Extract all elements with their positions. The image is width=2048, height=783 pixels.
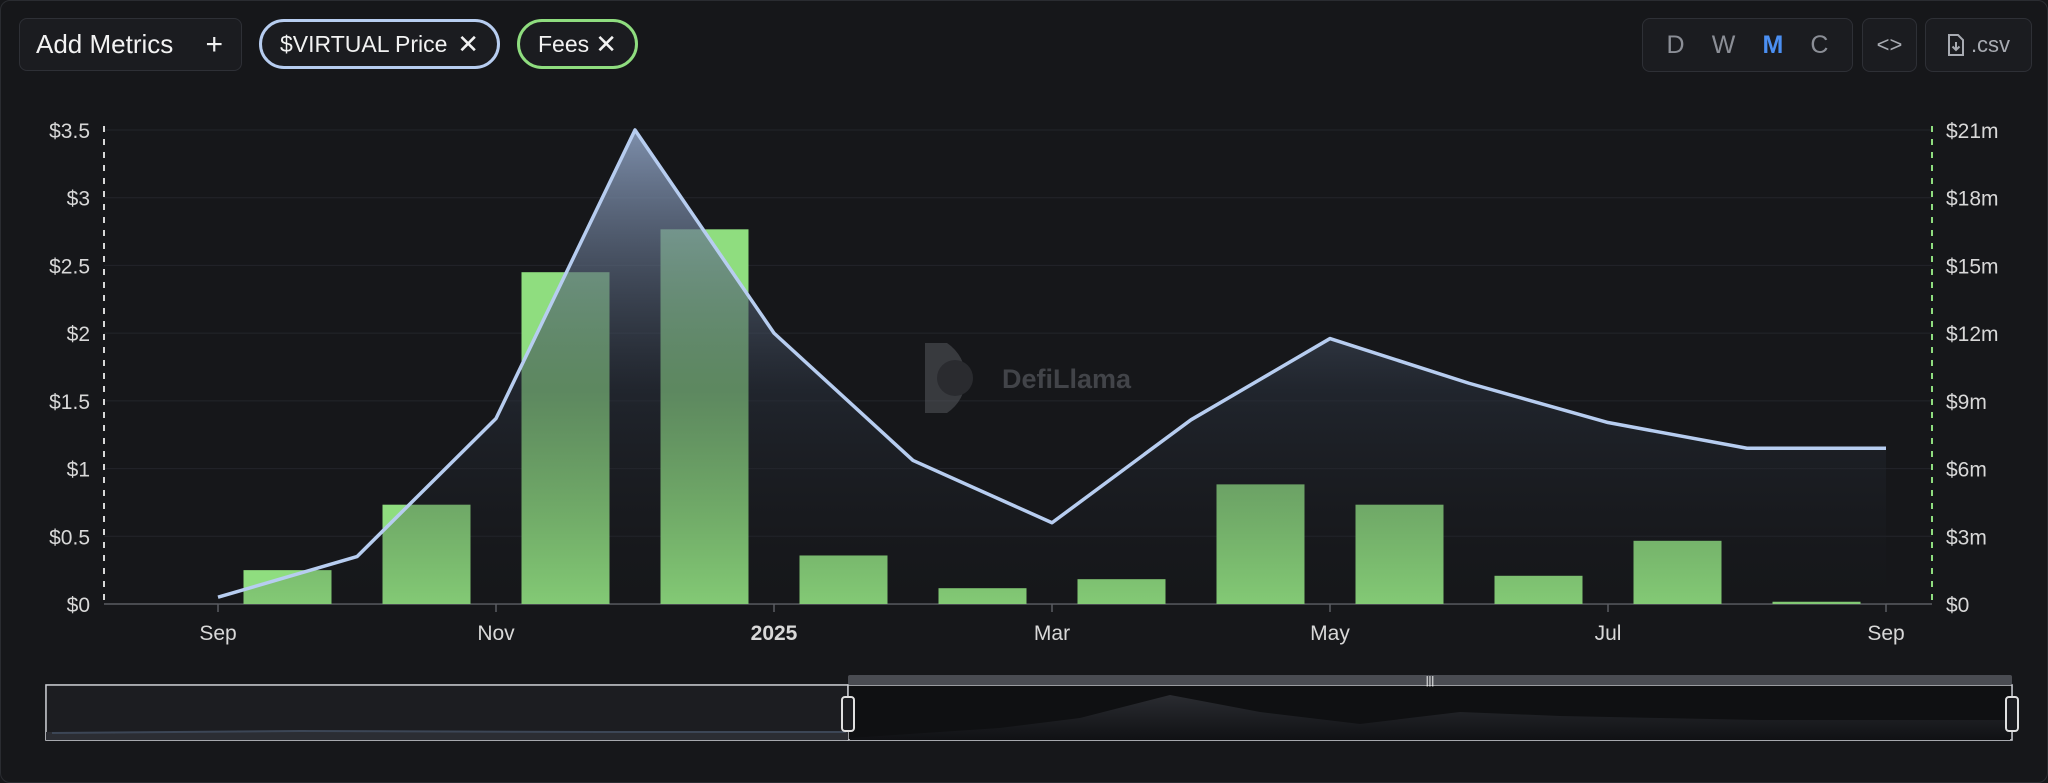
x-tick-label: Sep xyxy=(199,622,236,645)
y-left-tick-label: $0.5 xyxy=(49,526,90,549)
y-right-tick-label: $12m xyxy=(1946,323,1999,346)
file-download-icon xyxy=(1947,34,1964,56)
interval-toggle: D W M C xyxy=(1642,18,1853,72)
x-tick-label: Sep xyxy=(1867,622,1904,645)
navigator-baseline xyxy=(46,732,848,740)
interval-cumulative-button[interactable]: C xyxy=(1810,30,1829,59)
y-left-tick-label: $3 xyxy=(67,188,90,211)
embed-button[interactable]: <> xyxy=(1862,18,1917,72)
close-icon[interactable]: ✕ xyxy=(457,29,479,59)
y-right-tick-label: $6m xyxy=(1946,459,1987,482)
y-left-tick-label: $1.5 xyxy=(49,391,90,414)
scrollbar-grip-icon: ||| xyxy=(1426,675,1435,687)
metric-pill-virtual-price[interactable]: $VIRTUAL Price ✕ xyxy=(259,19,500,69)
x-tick-label: Mar xyxy=(1034,622,1070,645)
y-right-tick-label: $9m xyxy=(1946,391,1987,414)
plus-icon: + xyxy=(205,27,223,61)
price-area-fill xyxy=(218,130,1886,604)
close-icon[interactable]: ✕ xyxy=(595,29,617,59)
y-right-tick-label: $21m xyxy=(1946,120,1999,143)
metric-pill-label: Fees xyxy=(538,30,590,57)
y-left-tick-label: $2 xyxy=(67,323,90,346)
download-csv-button[interactable]: .csv xyxy=(1925,18,2032,72)
navigator-mini-line xyxy=(51,729,846,734)
add-metrics-label: Add Metrics xyxy=(36,29,174,59)
x-tick-label: 2025 xyxy=(751,622,798,645)
interval-daily-button[interactable]: D xyxy=(1666,30,1685,59)
y-left-tick-label: $0 xyxy=(67,594,90,617)
y-left-tick-label: $2.5 xyxy=(49,255,90,278)
y-left-tick-label: $3.5 xyxy=(49,120,90,143)
csv-label: .csv xyxy=(1970,32,2011,57)
defillama-watermark: DefiLlama xyxy=(925,343,1132,413)
x-tick-label: Nov xyxy=(477,622,515,645)
x-tick-label: Jul xyxy=(1595,622,1622,645)
watermark-label: DefiLlama xyxy=(1002,364,1132,394)
y-right-tick-label: $0 xyxy=(1946,594,1969,617)
navigator-mini-area xyxy=(850,695,2010,740)
navigator-scrollbar xyxy=(848,675,2012,685)
metric-pill-fees[interactable]: Fees ✕ xyxy=(517,19,638,69)
add-metrics-button[interactable]: Add Metrics + xyxy=(19,18,242,71)
range-navigator[interactable]: ||| xyxy=(45,675,2019,741)
interval-monthly-button[interactable]: M xyxy=(1762,30,1784,59)
price-line xyxy=(217,128,1886,599)
metric-pill-label: $VIRTUAL Price xyxy=(280,30,448,57)
y-right-tick-label: $3m xyxy=(1946,526,1987,549)
interval-weekly-button[interactable]: W xyxy=(1711,30,1736,59)
x-tick-label: May xyxy=(1310,622,1350,645)
navigator-handle[interactable] xyxy=(841,696,855,732)
navigator-handle[interactable] xyxy=(2005,696,2019,732)
code-icon: <> xyxy=(1876,32,1903,57)
y-left-tick-label: $1 xyxy=(67,459,90,482)
price-area xyxy=(217,128,1886,604)
y-right-tick-label: $18m xyxy=(1946,188,1999,211)
y-right-tick-label: $15m xyxy=(1946,255,1999,278)
